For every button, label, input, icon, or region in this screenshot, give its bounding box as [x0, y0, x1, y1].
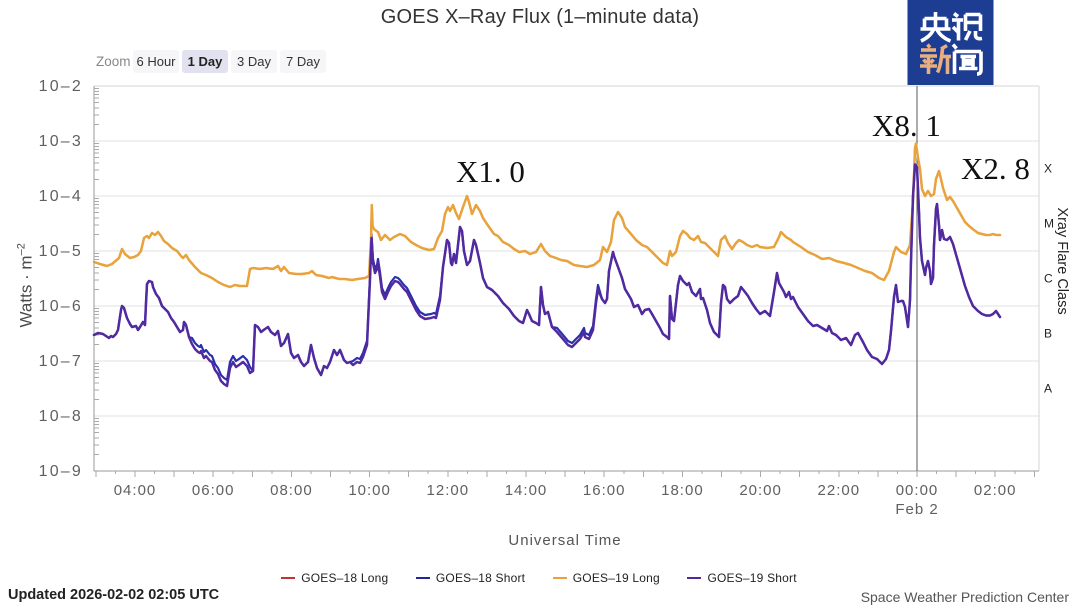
svg-text:08:00: 08:00 — [270, 482, 313, 499]
svg-text:10–5: 10–5 — [39, 243, 83, 260]
svg-text:10–6: 10–6 — [39, 298, 83, 315]
svg-text:10–7: 10–7 — [39, 353, 83, 370]
svg-text:12:00: 12:00 — [427, 482, 470, 499]
svg-text:18:00: 18:00 — [661, 482, 704, 499]
svg-text:X: X — [1044, 162, 1052, 176]
svg-text:06:00: 06:00 — [192, 482, 235, 499]
svg-text:10:00: 10:00 — [348, 482, 391, 499]
svg-text:10–2: 10–2 — [39, 78, 83, 95]
svg-text:10–9: 10–9 — [39, 463, 83, 480]
svg-text:M: M — [1044, 217, 1054, 231]
svg-text:10–4: 10–4 — [39, 188, 83, 205]
svg-text:22:00: 22:00 — [818, 482, 861, 499]
svg-text:14:00: 14:00 — [505, 482, 548, 499]
svg-text:A: A — [1044, 382, 1052, 396]
svg-text:20:00: 20:00 — [739, 482, 782, 499]
svg-text:04:00: 04:00 — [114, 482, 157, 499]
svg-text:10–8: 10–8 — [39, 408, 83, 425]
svg-text:16:00: 16:00 — [583, 482, 626, 499]
svg-text:02:00: 02:00 — [974, 482, 1017, 499]
svg-text:B: B — [1044, 327, 1052, 341]
svg-text:Feb 2: Feb 2 — [895, 501, 938, 518]
svg-text:C: C — [1044, 272, 1053, 286]
svg-text:10–3: 10–3 — [39, 133, 83, 150]
svg-text:00:00: 00:00 — [896, 482, 939, 499]
